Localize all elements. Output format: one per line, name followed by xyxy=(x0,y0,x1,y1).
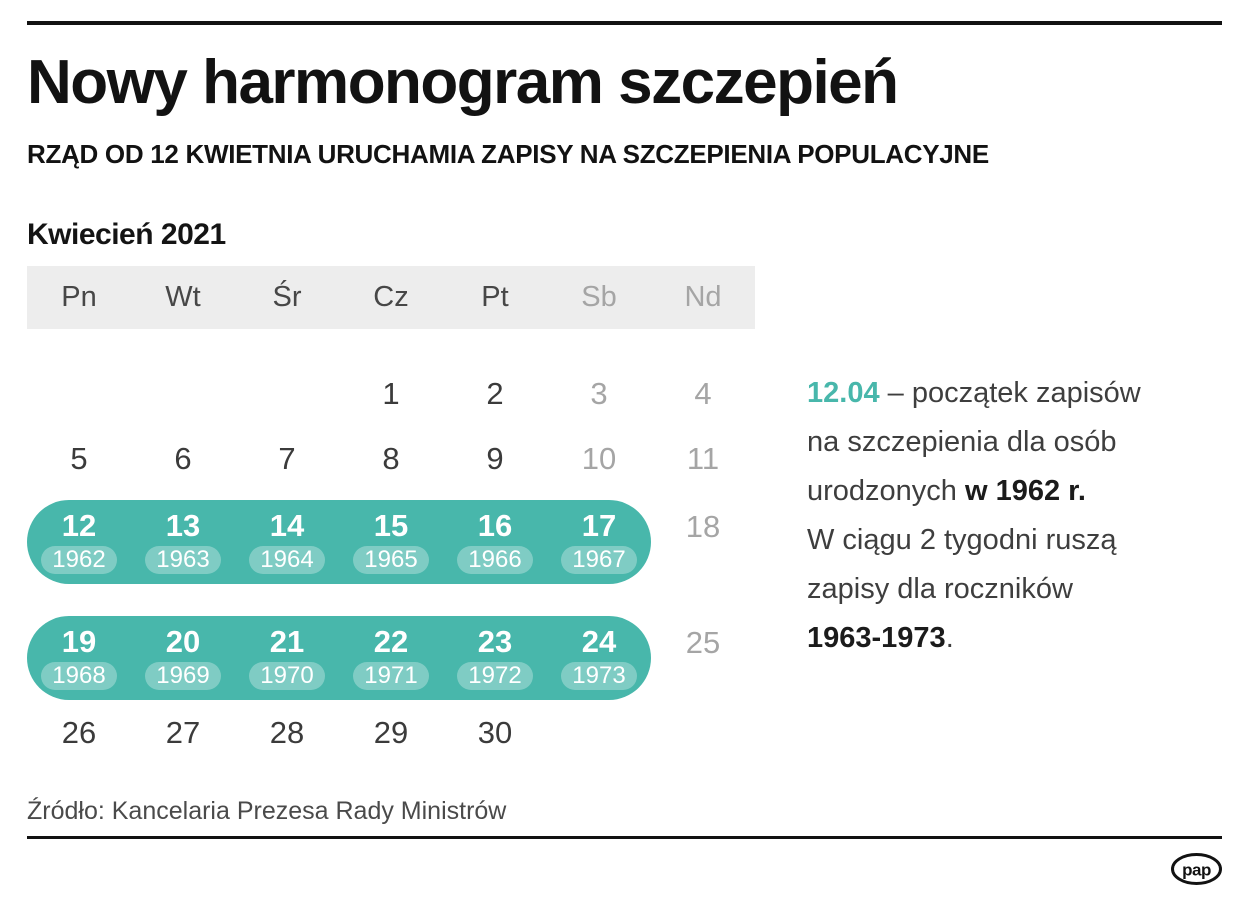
annotation-text-segment: zapisy dla roczników xyxy=(807,573,1073,605)
calendar-day-cell: 8 xyxy=(382,440,400,476)
birth-year-badge: 1964 xyxy=(249,546,325,574)
calendar-day-cell: 6 xyxy=(174,440,192,476)
highlighted-day-cell: 16 1966 xyxy=(443,500,547,584)
highlighted-day-cell: 24 1973 xyxy=(547,616,651,700)
highlighted-day-number: 19 xyxy=(61,624,97,659)
annotation-line: urodzonych w 1962 r. xyxy=(807,467,1237,516)
highlighted-day-number: 13 xyxy=(165,508,201,543)
calendar-day-cell: 29 xyxy=(373,714,409,750)
highlighted-week-band: 12 1962 13 1963 14 1964 15 1965 16 1966 17 1967 xyxy=(27,500,651,584)
annotation-bold-text: 1963-1973 xyxy=(807,622,946,654)
bottom-divider xyxy=(27,836,1222,839)
highlighted-day-cell: 14 1964 xyxy=(235,500,339,584)
calendar-day-cell: 18 xyxy=(685,509,721,544)
annotation-text-segment: W ciągu 2 tygodni ruszą xyxy=(807,524,1117,556)
weekday-header-cell: Śr xyxy=(272,281,302,313)
birth-year-badge: 1969 xyxy=(145,662,221,690)
calendar-day-cell: 9 xyxy=(486,440,504,476)
source-label: Źródło: Kancelaria Prezesa Rady Ministró… xyxy=(27,797,507,825)
pap-logo-text: pap xyxy=(1182,861,1211,880)
highlighted-day-number: 23 xyxy=(477,624,513,659)
calendar-day-cell: 26 xyxy=(61,714,97,750)
weekday-header-cell: Nd xyxy=(684,281,722,313)
calendar-day-cell: 7 xyxy=(278,440,296,476)
calendar-day-cell: 10 xyxy=(581,440,617,476)
annotation-line: 12.04 – początek zapisów xyxy=(807,369,1237,418)
annotation-line: W ciągu 2 tygodni ruszą xyxy=(807,516,1237,565)
highlighted-day-cell: 17 1967 xyxy=(547,500,651,584)
highlighted-day-cell: 21 1970 xyxy=(235,616,339,700)
annotation-text-segment: na szczepienia dla osób xyxy=(807,426,1117,458)
calendar-row: 5 6 7 8 9 10 11 xyxy=(27,426,755,491)
birth-year-badge: 1966 xyxy=(457,546,533,574)
calendar-day-cell: 11 xyxy=(686,440,720,476)
calendar-day-cell: 28 xyxy=(269,714,305,750)
highlighted-day-number: 14 xyxy=(269,508,305,543)
annotation-bold-text: w 1962 r. xyxy=(965,475,1086,507)
highlighted-day-number: 12 xyxy=(61,508,97,543)
calendar-day-cell: 25 xyxy=(685,625,721,660)
page-title: Nowy harmonogram szczepień xyxy=(27,48,899,117)
pap-logo: pap xyxy=(1170,852,1223,886)
highlighted-day-number: 22 xyxy=(373,624,409,659)
annotation-text-segment: urodzonych xyxy=(807,475,965,507)
weekday-header-cell: Sb xyxy=(581,281,617,313)
birth-year-badge: 1970 xyxy=(249,662,325,690)
annotation-text-segment: . xyxy=(945,622,954,654)
birth-year-badge: 1973 xyxy=(561,662,637,690)
page-subtitle: RZĄD OD 12 KWIETNIA URUCHAMIA ZAPISY NA … xyxy=(27,139,989,169)
top-divider xyxy=(27,21,1222,25)
annotation-accent-text: 12.04 xyxy=(807,377,880,409)
birth-year-badge: 1967 xyxy=(561,546,637,574)
highlighted-day-number: 15 xyxy=(373,508,409,543)
annotation-text: 12.04 – początek zapisów na szczepienia d… xyxy=(807,369,1237,663)
highlighted-day-cell: 19 1968 xyxy=(27,616,131,700)
highlighted-day-number: 16 xyxy=(477,508,513,543)
weekday-header-cell: Pn xyxy=(61,281,97,313)
birth-year-badge: 1971 xyxy=(353,662,429,690)
calendar-row: 1 2 3 4 xyxy=(27,361,755,426)
calendar-day-cell: 5 xyxy=(70,440,88,476)
highlighted-day-cell: 22 1971 xyxy=(339,616,443,700)
highlighted-week-band: 19 1968 20 1969 21 1970 22 1971 23 1972 24 1973 xyxy=(27,616,651,700)
weekday-header-cell: Cz xyxy=(373,281,409,313)
birth-year-badge: 1968 xyxy=(41,662,117,690)
highlighted-day-number: 24 xyxy=(581,624,617,659)
weekday-header-cell: Wt xyxy=(165,281,201,313)
birth-year-badge: 1972 xyxy=(457,662,533,690)
highlighted-day-cell: 15 1965 xyxy=(339,500,443,584)
annotation-line: 1963-1973. xyxy=(807,614,1237,663)
annotation-text-segment: – początek zapisów xyxy=(879,377,1141,409)
calendar-month-label: Kwiecień 2021 xyxy=(27,218,226,251)
weekday-header-cell: Pt xyxy=(481,281,509,313)
highlighted-day-number: 20 xyxy=(165,624,201,659)
calendar-day-cell: 2 xyxy=(486,375,504,411)
annotation-line: zapisy dla roczników xyxy=(807,565,1237,614)
highlighted-day-cell: 23 1972 xyxy=(443,616,547,700)
highlighted-day-number: 21 xyxy=(269,624,305,659)
birth-year-badge: 1963 xyxy=(145,546,221,574)
birth-year-badge: 1962 xyxy=(41,546,117,574)
highlighted-day-number: 17 xyxy=(581,508,617,543)
calendar-day-cell: 1 xyxy=(382,375,400,411)
calendar-day-cell: 27 xyxy=(165,714,201,750)
calendar-day-cell: 30 xyxy=(477,714,513,750)
highlighted-day-cell: 20 1969 xyxy=(131,616,235,700)
birth-year-badge: 1965 xyxy=(353,546,429,574)
highlighted-day-cell: 13 1963 xyxy=(131,500,235,584)
calendar-row: 26 27 28 29 30 xyxy=(27,700,755,765)
calendar-weekday-header: Pn Wt Śr Cz Pt Sb Nd xyxy=(27,266,755,329)
calendar-day-cell: 4 xyxy=(694,375,712,411)
highlighted-day-cell: 12 1962 xyxy=(27,500,131,584)
calendar-day-cell: 3 xyxy=(590,375,608,411)
annotation-line: na szczepienia dla osób xyxy=(807,418,1237,467)
